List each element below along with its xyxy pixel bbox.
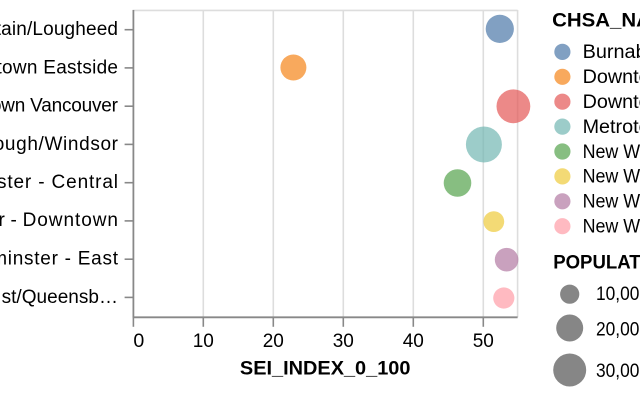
svg-text:20,000: 20,000 xyxy=(596,319,640,340)
svg-text:New Westminster - Central: New Westminster - Central xyxy=(583,142,640,163)
svg-text:CHSA_NAME: CHSA_NAME xyxy=(552,9,640,31)
svg-text:tain/Lougheed: tain/Lougheed xyxy=(0,19,118,40)
svg-text:30: 30 xyxy=(333,331,354,352)
svg-text:30,000: 30,000 xyxy=(596,361,640,382)
svg-text:0: 0 xyxy=(133,331,144,352)
svg-text:Downtown Vancouver: Downtown Vancouver xyxy=(583,92,640,113)
svg-text:r - Downtown: r - Downtown xyxy=(0,210,118,231)
svg-text:POPULATION: POPULATION xyxy=(553,251,640,273)
svg-text:50: 50 xyxy=(473,331,494,352)
svg-text:40: 40 xyxy=(403,331,424,352)
svg-text:20: 20 xyxy=(263,331,284,352)
svg-text:SEI_INDEX_0_100: SEI_INDEX_0_100 xyxy=(240,358,411,380)
svg-text:10: 10 xyxy=(193,331,214,352)
svg-text:New Westminster - East: New Westminster - East xyxy=(583,192,640,213)
svg-text:New Westminster - Downtown: New Westminster - Downtown xyxy=(583,167,640,188)
svg-text:Burnaby Mountain/Lougheed: Burnaby Mountain/Lougheed xyxy=(583,42,640,63)
svg-text:10,000: 10,000 xyxy=(596,284,640,305)
svg-text:minster - East: minster - East xyxy=(0,249,119,270)
svg-text:ough/Windsor: ough/Windsor xyxy=(0,134,119,155)
svg-text:Downtown Eastside: Downtown Eastside xyxy=(583,67,640,88)
svg-text:town Eastside: town Eastside xyxy=(0,57,118,78)
svg-text:st/Queensb…: st/Queensb… xyxy=(2,287,118,308)
svg-text:New Westminster - West/Queensb: New Westminster - West/Queensb… xyxy=(583,217,640,238)
svg-text:own Vancouver: own Vancouver xyxy=(0,96,119,117)
svg-text:ster - Central: ster - Central xyxy=(0,172,118,193)
svg-text:Metrotown/Marlborough/Windsor: Metrotown/Marlborough/Windsor xyxy=(583,117,640,138)
